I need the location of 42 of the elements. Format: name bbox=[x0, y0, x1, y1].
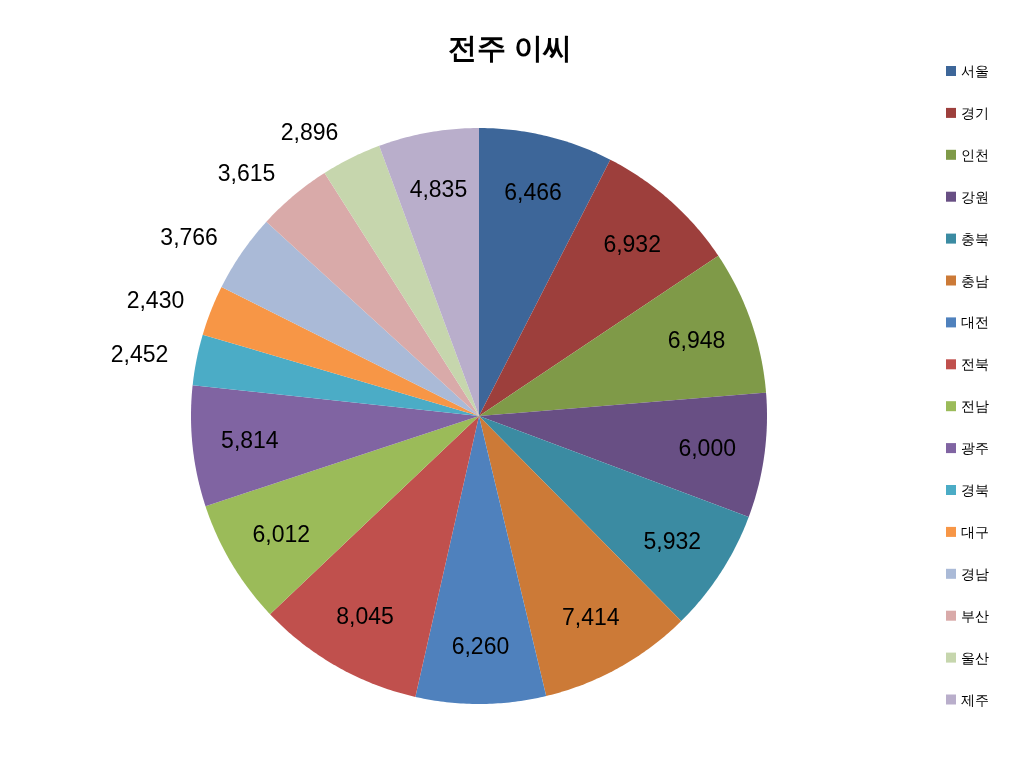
data-label: 2,430 bbox=[126, 286, 185, 313]
legend-label: 광주 bbox=[961, 440, 989, 457]
legend-label: 대전 bbox=[961, 314, 989, 331]
legend-label: 경남 bbox=[961, 565, 989, 582]
legend-label: 제주 bbox=[961, 691, 989, 708]
pie-slice bbox=[379, 128, 479, 416]
data-label: 5,932 bbox=[643, 528, 702, 555]
data-label: 6,260 bbox=[451, 633, 510, 660]
data-label: 3,615 bbox=[217, 160, 276, 187]
data-label: 2,452 bbox=[110, 341, 169, 368]
data-label: 4,835 bbox=[409, 176, 468, 203]
data-label: 2,896 bbox=[280, 119, 339, 146]
legend-label: 전북 bbox=[961, 356, 989, 373]
legend-label: 충남 bbox=[961, 272, 989, 289]
pie-slice bbox=[192, 334, 479, 416]
legend-label: 경북 bbox=[961, 482, 989, 498]
data-label: 5,814 bbox=[221, 427, 279, 454]
chart-title: 전주 이씨 bbox=[447, 32, 573, 64]
pie-slice bbox=[191, 385, 479, 507]
data-label: 6,948 bbox=[667, 327, 726, 354]
pie-slice bbox=[324, 145, 479, 416]
legend-label: 서울 bbox=[961, 63, 989, 79]
legend-label: 전남 bbox=[961, 398, 989, 415]
legend-label: 부산 bbox=[961, 607, 989, 624]
data-label: 8,045 bbox=[336, 603, 394, 630]
data-label: 6,932 bbox=[603, 230, 661, 257]
legend-label: 강원 bbox=[961, 188, 989, 205]
legend-label: 대구 bbox=[961, 523, 989, 540]
pie-slice bbox=[415, 416, 547, 704]
legend-label: 울산 bbox=[961, 649, 989, 666]
data-label: 3,766 bbox=[160, 223, 218, 250]
pie-slice bbox=[202, 287, 479, 416]
legend-label: 인천 bbox=[961, 146, 989, 163]
pie-slice bbox=[221, 221, 479, 416]
legend-label: 경기 bbox=[961, 104, 989, 121]
data-label: 6,012 bbox=[252, 521, 311, 548]
pie-slice bbox=[479, 255, 767, 416]
data-label: 6,000 bbox=[678, 434, 736, 461]
pie-slice bbox=[479, 392, 767, 517]
data-label: 6,466 bbox=[504, 179, 562, 206]
legend-label: 충북 bbox=[961, 230, 989, 247]
data-label: 7,414 bbox=[562, 604, 620, 631]
